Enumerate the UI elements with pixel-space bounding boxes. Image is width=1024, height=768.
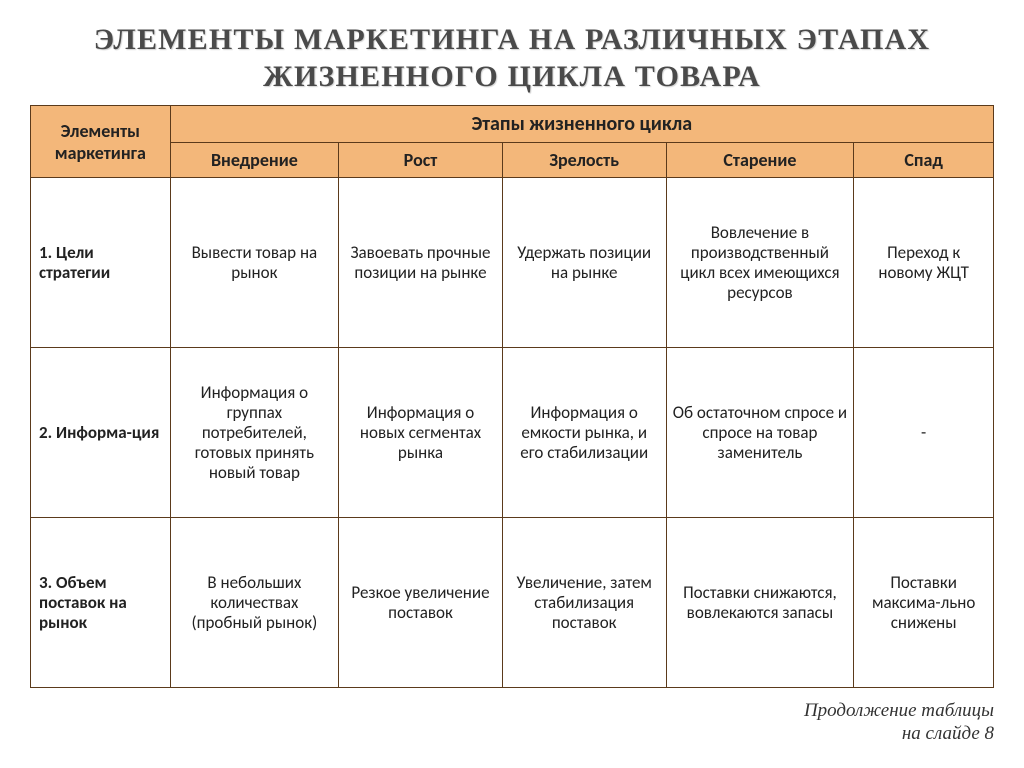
row-label: 1. Цели стратегии bbox=[31, 178, 171, 348]
table-cell: Информация о группах потребителей, готов… bbox=[170, 348, 339, 518]
slide-title: ЭЛЕМЕНТЫ МАРКЕТИНГА НА РАЗЛИЧНЫХ ЭТАПАХ … bbox=[30, 22, 994, 95]
corner-header: Элементы маркетинга bbox=[31, 106, 171, 178]
table-cell: Информация о емкости рынка, и его стабил… bbox=[502, 348, 666, 518]
table-cell: Об остаточном спросе и спросе на товар з… bbox=[666, 348, 854, 518]
row-label: 3. Объем поставок на рынок bbox=[31, 518, 171, 688]
stage-header: Спад bbox=[854, 143, 994, 178]
stage-header: Рост bbox=[339, 143, 503, 178]
table-cell: Вовлечение в производственный цикл всех … bbox=[666, 178, 854, 348]
row-label: 2. Информа-ция bbox=[31, 348, 171, 518]
table-cell: Удержать позиции на рынке bbox=[502, 178, 666, 348]
table-cell: Увеличение, затем стабилизация поставок bbox=[502, 518, 666, 688]
table-cell: В небольших количествах (пробный рынок) bbox=[170, 518, 339, 688]
table-row: 2. Информа-ция Информация о группах потр… bbox=[31, 348, 994, 518]
table-cell: Поставки максима-льно снижены bbox=[854, 518, 994, 688]
table-row: 3. Объем поставок на рынок В небольших к… bbox=[31, 518, 994, 688]
table-cell: Завоевать прочные позиции на рынке bbox=[339, 178, 503, 348]
footer-line-1: Продолжение таблицы bbox=[804, 700, 994, 721]
stage-header: Старение bbox=[666, 143, 854, 178]
stage-header: Внедрение bbox=[170, 143, 339, 178]
stage-header: Зрелость bbox=[502, 143, 666, 178]
table-cell: Вывести товар на рынок bbox=[170, 178, 339, 348]
footer-line-2: на слайде 8 bbox=[902, 723, 994, 744]
table-cell: Переход к новому ЖЦТ bbox=[854, 178, 994, 348]
marketing-lifecycle-table: Элементы маркетинга Этапы жизненного цик… bbox=[30, 105, 994, 688]
table-cell: - bbox=[854, 348, 994, 518]
table-cell: Резкое увеличение поставок bbox=[339, 518, 503, 688]
table-cell: Поставки снижаются, вовлекаются запасы bbox=[666, 518, 854, 688]
footer-note: Продолжение таблицы на слайде 8 bbox=[30, 700, 994, 746]
table-cell: Информация о новых сегментах рынка bbox=[339, 348, 503, 518]
table-row: 1. Цели стратегии Вывести товар на рынок… bbox=[31, 178, 994, 348]
group-header: Этапы жизненного цикла bbox=[170, 106, 993, 143]
